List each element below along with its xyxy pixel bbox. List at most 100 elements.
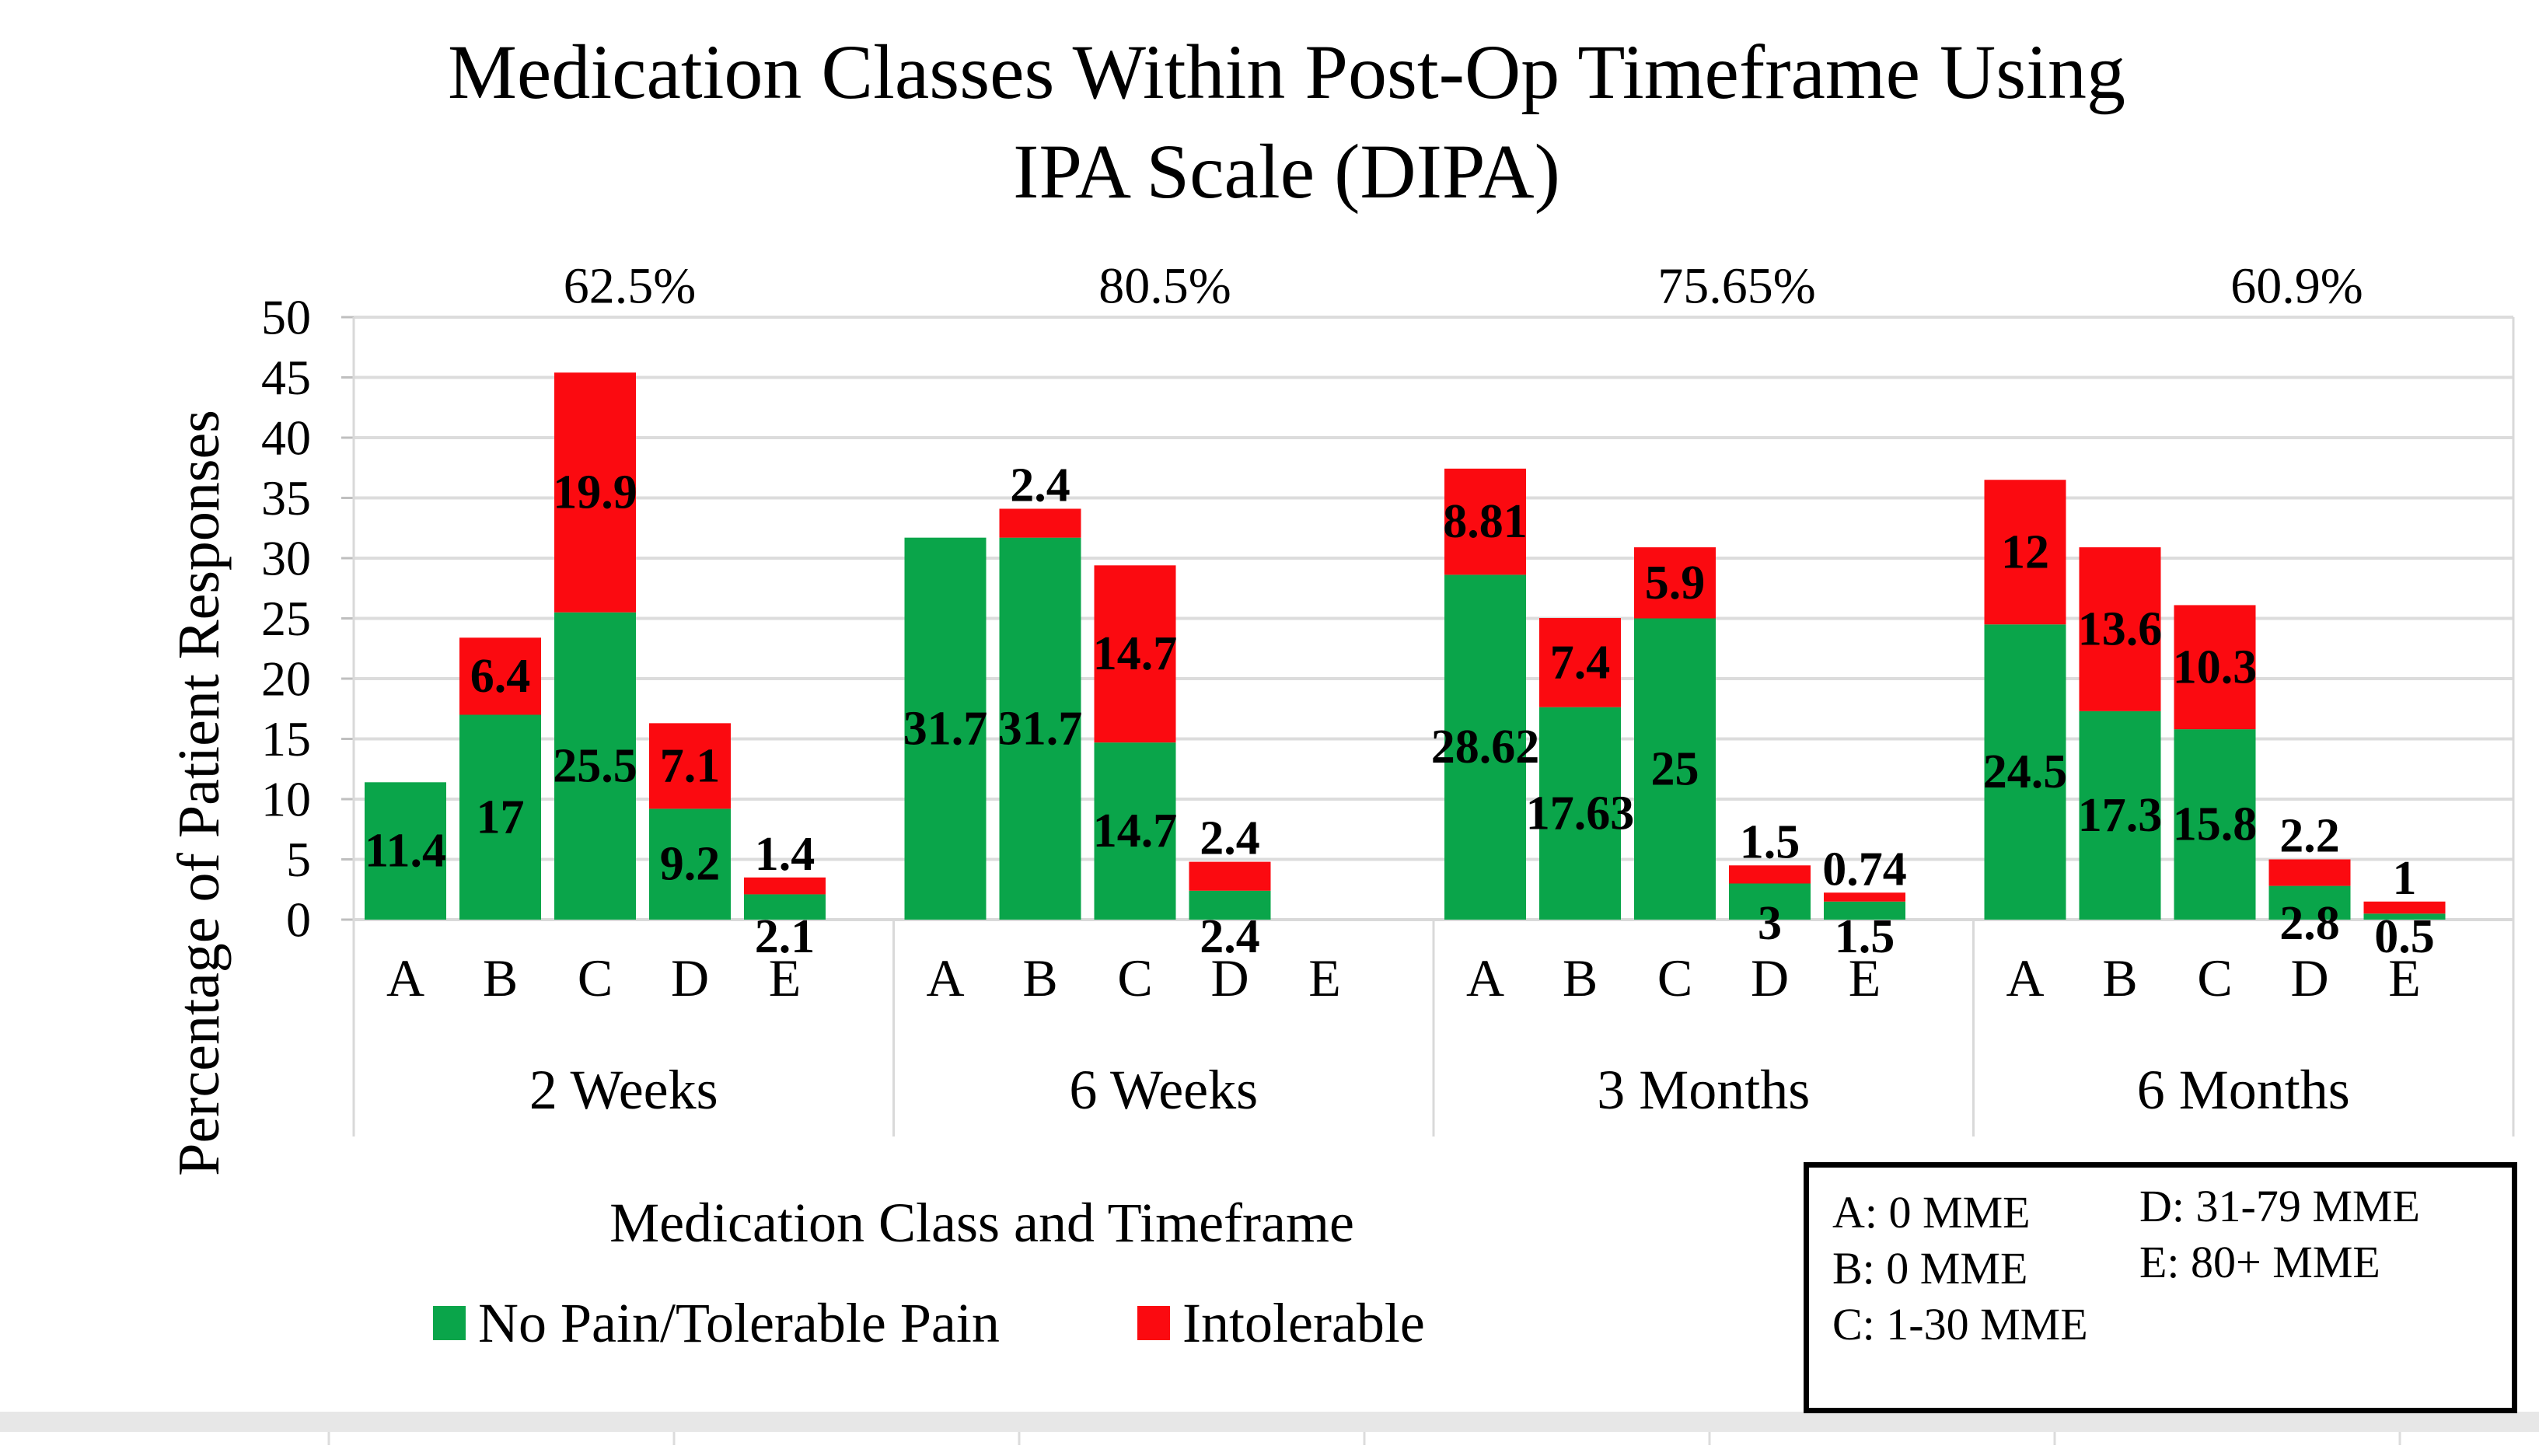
category-letter: C bbox=[1657, 948, 1692, 1007]
bar-segment-intolerable bbox=[1729, 865, 1811, 884]
group-percent-label: 60.9% bbox=[2230, 258, 2363, 315]
legend-label-tolerable: No Pain/Tolerable Pain bbox=[478, 1291, 1000, 1354]
bar-value-label-intolerable: 2.4 bbox=[1200, 812, 1260, 865]
bar-segment-tolerable bbox=[904, 537, 987, 920]
bar-value-label-intolerable: 1.5 bbox=[1740, 815, 1800, 868]
bar-segment-intolerable bbox=[554, 372, 636, 613]
mme-entry-a: A: 0 MME bbox=[1832, 1187, 2031, 1238]
bar-value-label-tolerable: 17 bbox=[477, 791, 525, 843]
y-tick-label: 35 bbox=[261, 470, 311, 525]
bar-value-label-tolerable: 25 bbox=[1651, 742, 1699, 795]
category-letter: D bbox=[1210, 948, 1249, 1007]
legend-item-intolerable: Intolerable bbox=[1137, 1292, 1425, 1354]
bar-segment-tolerable bbox=[2363, 913, 2446, 920]
bar-segment-tolerable bbox=[1539, 707, 1621, 920]
mme-entry-c: C: 1-30 MME bbox=[1832, 1299, 2088, 1350]
bar-segment-tolerable bbox=[1984, 624, 2066, 920]
bar-segment-intolerable bbox=[1984, 480, 2066, 625]
bar-segment-tolerable bbox=[554, 612, 636, 920]
bar-segment-tolerable bbox=[999, 537, 1081, 920]
bar-value-label-intolerable: 5.9 bbox=[1645, 557, 1706, 609]
category-letter: B bbox=[483, 948, 518, 1007]
bar-value-label-intolerable: 2.4 bbox=[1010, 459, 1070, 512]
chart-title-line-1: Medication Classes Within Post-Op Timefr… bbox=[448, 29, 2125, 115]
bar-value-label-tolerable: 31.7 bbox=[903, 702, 988, 755]
category-letter: B bbox=[1022, 948, 1057, 1007]
y-tick-label: 10 bbox=[261, 772, 311, 827]
bar-segment-tolerable bbox=[1729, 883, 1811, 920]
bar-value-label-intolerable: 19.9 bbox=[553, 466, 637, 519]
bar-segment-tolerable bbox=[2079, 711, 2161, 920]
group-label: 3 Months bbox=[1597, 1059, 1810, 1121]
bar-value-label-tolerable: 28.62 bbox=[1431, 721, 1540, 773]
bar-value-label-intolerable: 12 bbox=[2001, 525, 2049, 578]
mme-entry-e: E: 80+ MME bbox=[2139, 1237, 2380, 1287]
bar-segment-tolerable bbox=[744, 894, 826, 920]
category-letter: B bbox=[2102, 948, 2137, 1007]
group-label: 2 Weeks bbox=[529, 1059, 718, 1121]
bar-segment-intolerable bbox=[1539, 618, 1621, 707]
group-label: 6 Months bbox=[2137, 1059, 2350, 1121]
bar-segment-tolerable bbox=[1824, 901, 1905, 920]
bar-segment-tolerable bbox=[2268, 885, 2351, 920]
bar-value-label-tolerable: 25.5 bbox=[553, 739, 637, 792]
y-tick-label: 20 bbox=[261, 651, 311, 707]
category-letter: B bbox=[1563, 948, 1598, 1007]
bar-segment-intolerable bbox=[649, 723, 731, 809]
bar-segment-tolerable bbox=[1094, 742, 1176, 920]
bar-value-label-tolerable: 11.4 bbox=[365, 825, 446, 878]
bar-segment-intolerable bbox=[744, 877, 826, 895]
chart-title-line-2: IPA Scale (DIPA) bbox=[1013, 128, 1560, 215]
bar-segment-tolerable bbox=[649, 808, 731, 920]
bar-value-label-intolerable: 10.3 bbox=[2173, 641, 2258, 693]
bar-segment-intolerable bbox=[999, 508, 1081, 538]
category-letter: E bbox=[1308, 948, 1341, 1007]
category-letter: A bbox=[1466, 948, 1504, 1007]
mme-legend-box: A: 0 MME B: 0 MME C: 1-30 MME D: 31-79 M… bbox=[1804, 1162, 2517, 1413]
y-tick-label: 50 bbox=[261, 290, 311, 345]
y-tick-label: 45 bbox=[261, 350, 311, 405]
bar-segment-tolerable bbox=[1634, 618, 1716, 920]
category-letter: A bbox=[2006, 948, 2044, 1007]
legend-label-intolerable: Intolerable bbox=[1182, 1291, 1425, 1354]
group-label: 6 Weeks bbox=[1069, 1059, 1258, 1121]
bar-segment-tolerable bbox=[365, 782, 446, 920]
bar-segment-intolerable bbox=[1444, 468, 1526, 575]
category-letter: D bbox=[671, 948, 709, 1007]
bar-value-label-tolerable: 15.8 bbox=[2173, 798, 2258, 851]
category-letter: C bbox=[1117, 948, 1152, 1007]
mme-entry-b: B: 0 MME bbox=[1832, 1243, 2028, 1294]
y-tick-label: 15 bbox=[261, 711, 311, 766]
bar-value-label-intolerable: 7.1 bbox=[660, 739, 721, 792]
bar-value-label-intolerable: 0.74 bbox=[1822, 843, 1907, 896]
bar-value-label-intolerable: 1 bbox=[2393, 852, 2417, 905]
category-letter: C bbox=[2197, 948, 2232, 1007]
bar-segment-intolerable bbox=[1189, 861, 1271, 891]
y-tick-label: 5 bbox=[286, 832, 311, 887]
bar-value-label-tolerable: 17.63 bbox=[1526, 787, 1635, 840]
category-letter: D bbox=[2290, 948, 2328, 1007]
bar-segment-tolerable bbox=[1189, 890, 1271, 920]
bar-value-label-tolerable: 2.8 bbox=[2279, 897, 2340, 950]
bar-value-label-intolerable: 14.7 bbox=[1093, 627, 1178, 680]
group-percent-label: 75.65% bbox=[1657, 258, 1815, 315]
group-percent-label: 80.5% bbox=[1098, 258, 1231, 315]
bar-value-label-intolerable: 8.81 bbox=[1443, 495, 1528, 548]
tolerable-swatch-icon bbox=[433, 1306, 466, 1340]
bar-segment-tolerable bbox=[1444, 574, 1526, 920]
bar-value-label-intolerable: 6.4 bbox=[470, 650, 531, 703]
bar-value-label-tolerable: 31.7 bbox=[998, 702, 1083, 755]
bar-value-label-intolerable: 13.6 bbox=[2078, 602, 2163, 655]
bar-segment-intolerable bbox=[1634, 547, 1716, 619]
bar-value-label-tolerable: 3 bbox=[1758, 897, 1782, 950]
category-letter: A bbox=[926, 948, 964, 1007]
y-tick-label: 40 bbox=[261, 410, 311, 466]
category-letter: C bbox=[578, 948, 613, 1007]
bar-value-label-tolerable: 24.5 bbox=[1983, 745, 2068, 798]
bar-segment-tolerable bbox=[459, 714, 541, 920]
bar-segment-intolerable bbox=[459, 637, 541, 715]
bar-value-label-intolerable: 1.4 bbox=[755, 828, 815, 881]
category-letter: A bbox=[386, 948, 424, 1007]
